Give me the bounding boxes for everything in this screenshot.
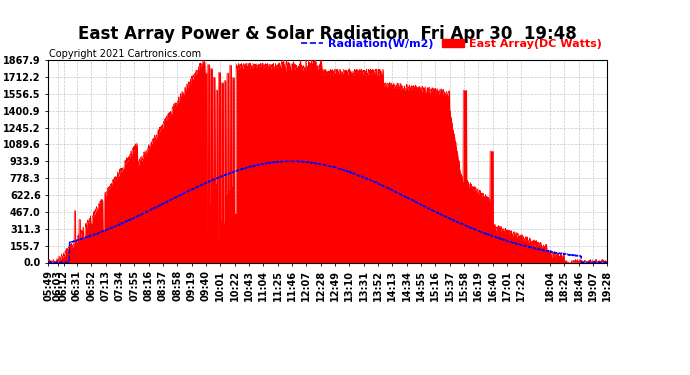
Text: Copyright 2021 Cartronics.com: Copyright 2021 Cartronics.com: [50, 49, 201, 59]
Legend: Radiation(W/m2), East Array(DC Watts): Radiation(W/m2), East Array(DC Watts): [301, 39, 602, 49]
Title: East Array Power & Solar Radiation  Fri Apr 30  19:48: East Array Power & Solar Radiation Fri A…: [79, 25, 577, 43]
